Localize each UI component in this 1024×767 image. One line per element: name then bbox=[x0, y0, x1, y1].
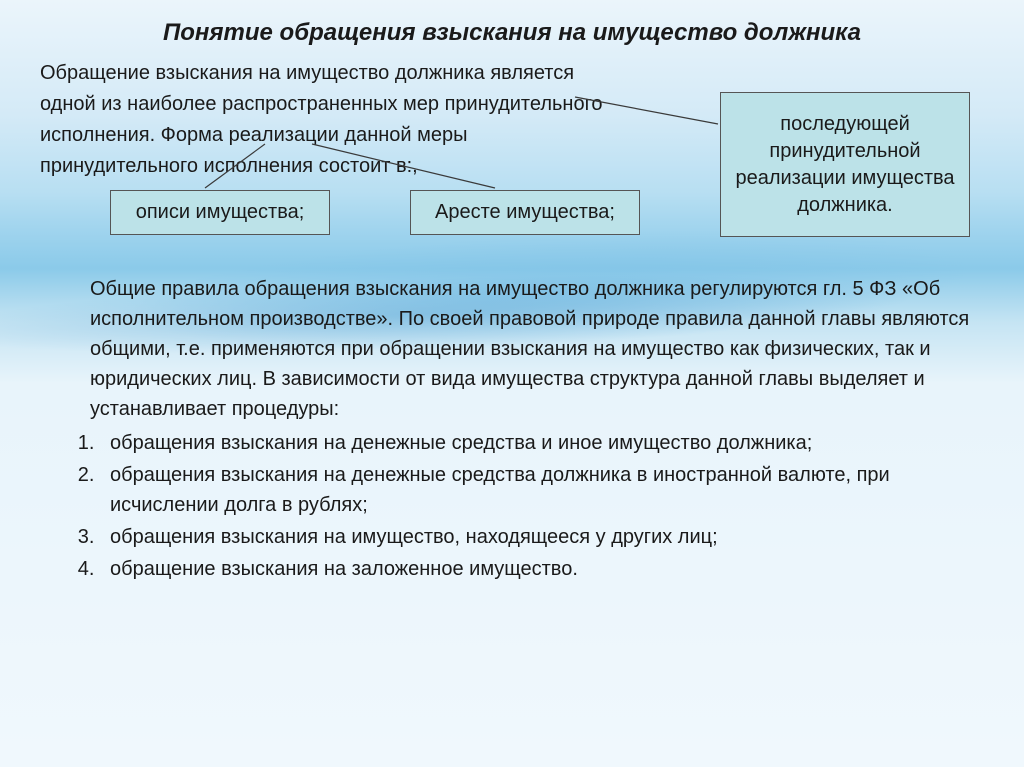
list-item: обращения взыскания на имущество, находя… bbox=[100, 522, 984, 552]
box-inventory: описи имущества; bbox=[110, 190, 330, 235]
connector-1 bbox=[205, 144, 265, 188]
list-item: обращения взыскания на денежные средства… bbox=[100, 428, 984, 458]
box-arrest: Аресте имущества; bbox=[410, 190, 640, 235]
box-realization: последующей принудительной реализации им… bbox=[720, 92, 970, 237]
connector-3 bbox=[575, 97, 718, 124]
diagram-area: описи имущества; Аресте имущества; после… bbox=[40, 62, 984, 262]
procedures-list: обращения взыскания на денежные средства… bbox=[40, 428, 984, 584]
box-arrest-label: Аресте имущества; bbox=[435, 199, 615, 226]
list-item: обращение взыскания на заложенное имущес… bbox=[100, 554, 984, 584]
slide-title: Понятие обращения взыскания на имущество… bbox=[40, 18, 984, 48]
box-inventory-label: описи имущества; bbox=[136, 199, 305, 226]
box-realization-label: последующей принудительной реализации им… bbox=[735, 111, 955, 219]
body-paragraph: Общие правила обращения взыскания на иму… bbox=[40, 274, 984, 424]
list-item: обращения взыскания на денежные средства… bbox=[100, 460, 984, 520]
slide-content: Понятие обращения взыскания на имущество… bbox=[0, 0, 1024, 606]
connector-2 bbox=[312, 144, 495, 188]
